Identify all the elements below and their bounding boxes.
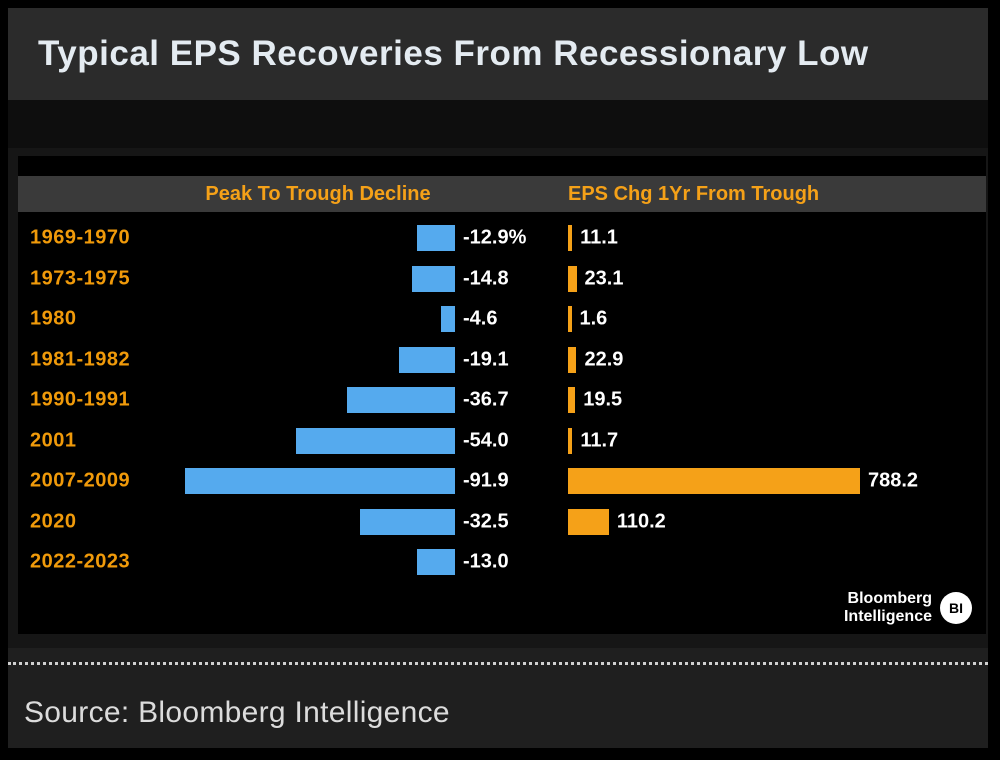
chart-row: 2022-2023 -13.0 — [18, 542, 986, 583]
row-category-label: 1981-1982 — [30, 348, 131, 371]
title-bar: Typical EPS Recoveries From Recessionary… — [8, 8, 988, 100]
peak-to-trough-value: -91.9 — [463, 469, 509, 492]
chart-row: 2020 -32.5 110.2 — [18, 502, 986, 543]
peak-to-trough-value: -13.0 — [463, 550, 509, 573]
peak-to-trough-value: -4.6 — [463, 307, 498, 330]
logo-line2: Intelligence — [843, 608, 932, 626]
peak-to-trough-bar — [417, 225, 455, 252]
divider-band — [8, 100, 988, 148]
peak-to-trough-bar — [347, 387, 455, 414]
content-frame: Typical EPS Recoveries From Recessionary… — [8, 8, 988, 748]
row-category-label: 2007-2009 — [30, 469, 131, 492]
eps-change-bar — [568, 265, 577, 292]
page-title: Typical EPS Recoveries From Recessionary… — [38, 34, 869, 73]
chart-row: 2007-2009 -91.9 788.2 — [18, 461, 986, 502]
peak-to-trough-bar — [398, 346, 455, 373]
chart-row: 2001 -54.0 11.7 — [18, 421, 986, 462]
peak-to-trough-bar — [441, 306, 455, 333]
peak-to-trough-bar — [359, 508, 455, 535]
eps-change-bar — [568, 427, 573, 454]
peak-to-trough-value: -14.8 — [463, 267, 509, 290]
bloomberg-intelligence-logo: Bloomberg Intelligence BI — [844, 590, 972, 626]
peak-to-trough-bar — [296, 427, 455, 454]
bi-badge-icon: BI — [940, 592, 972, 625]
peak-to-trough-value: -36.7 — [463, 388, 509, 411]
chart-region: Peak To Trough Decline EPS Chg 1Yr From … — [8, 148, 988, 648]
chart-row: 1969-1970 -12.9% 11.1 — [18, 218, 986, 259]
chart-row: 1980 -4.6 1.6 — [18, 299, 986, 340]
eps-change-value: 1.6 — [579, 307, 608, 330]
eps-change-value: 11.7 — [580, 429, 619, 452]
row-category-label: 2001 — [30, 429, 77, 452]
eps-change-bar — [568, 346, 577, 373]
peak-to-trough-bar — [185, 468, 455, 495]
peak-to-trough-value: -54.0 — [463, 429, 509, 452]
eps-change-bar — [568, 468, 860, 495]
eps-change-bar — [568, 387, 576, 414]
peak-to-trough-value: -19.1 — [463, 348, 509, 371]
peak-to-trough-value: -12.9% — [463, 226, 527, 249]
row-category-label: 1969-1970 — [30, 226, 131, 249]
eps-change-value: 11.1 — [580, 226, 618, 249]
chart-row: 1990-1991 -36.7 19.5 — [18, 380, 986, 421]
row-category-label: 1980 — [30, 307, 77, 330]
chart-row: 1973-1975 -14.8 23.1 — [18, 259, 986, 300]
eps-change-bar — [568, 306, 572, 333]
chart-rows: 1969-1970 -12.9% 11.1 1973-1975 -14.8 23.1 198… — [18, 218, 986, 583]
row-category-label: 1990-1991 — [30, 388, 131, 411]
eps-change-value: 23.1 — [584, 267, 624, 290]
eps-change-bar — [568, 225, 573, 252]
row-category-label: 2020 — [30, 510, 77, 533]
chart-panel: Peak To Trough Decline EPS Chg 1Yr From … — [18, 156, 986, 634]
left-series-header: Peak To Trough Decline — [205, 183, 431, 205]
eps-change-value: 22.9 — [584, 348, 624, 371]
logo-line1: Bloomberg — [847, 590, 932, 608]
peak-to-trough-bar — [416, 549, 455, 576]
dotted-separator — [8, 662, 988, 665]
right-series-header: EPS Chg 1Yr From Trough — [568, 183, 820, 205]
logo-text: Bloomberg Intelligence — [844, 590, 932, 626]
row-category-label: 1973-1975 — [30, 267, 131, 290]
eps-change-bar — [568, 508, 609, 535]
eps-change-value: 19.5 — [583, 388, 623, 411]
footer: Source: Bloomberg Intelligence — [8, 648, 988, 748]
eps-change-value: 110.2 — [616, 510, 666, 533]
eps-change-value: 788.2 — [868, 469, 919, 492]
chart-row: 1981-1982 -19.1 22.9 — [18, 340, 986, 381]
chart-header-band: Peak To Trough Decline EPS Chg 1Yr From … — [18, 176, 986, 212]
peak-to-trough-value: -32.5 — [463, 510, 509, 533]
row-category-label: 2022-2023 — [30, 550, 131, 573]
source-caption: Source: Bloomberg Intelligence — [24, 696, 450, 729]
peak-to-trough-bar — [411, 265, 455, 292]
